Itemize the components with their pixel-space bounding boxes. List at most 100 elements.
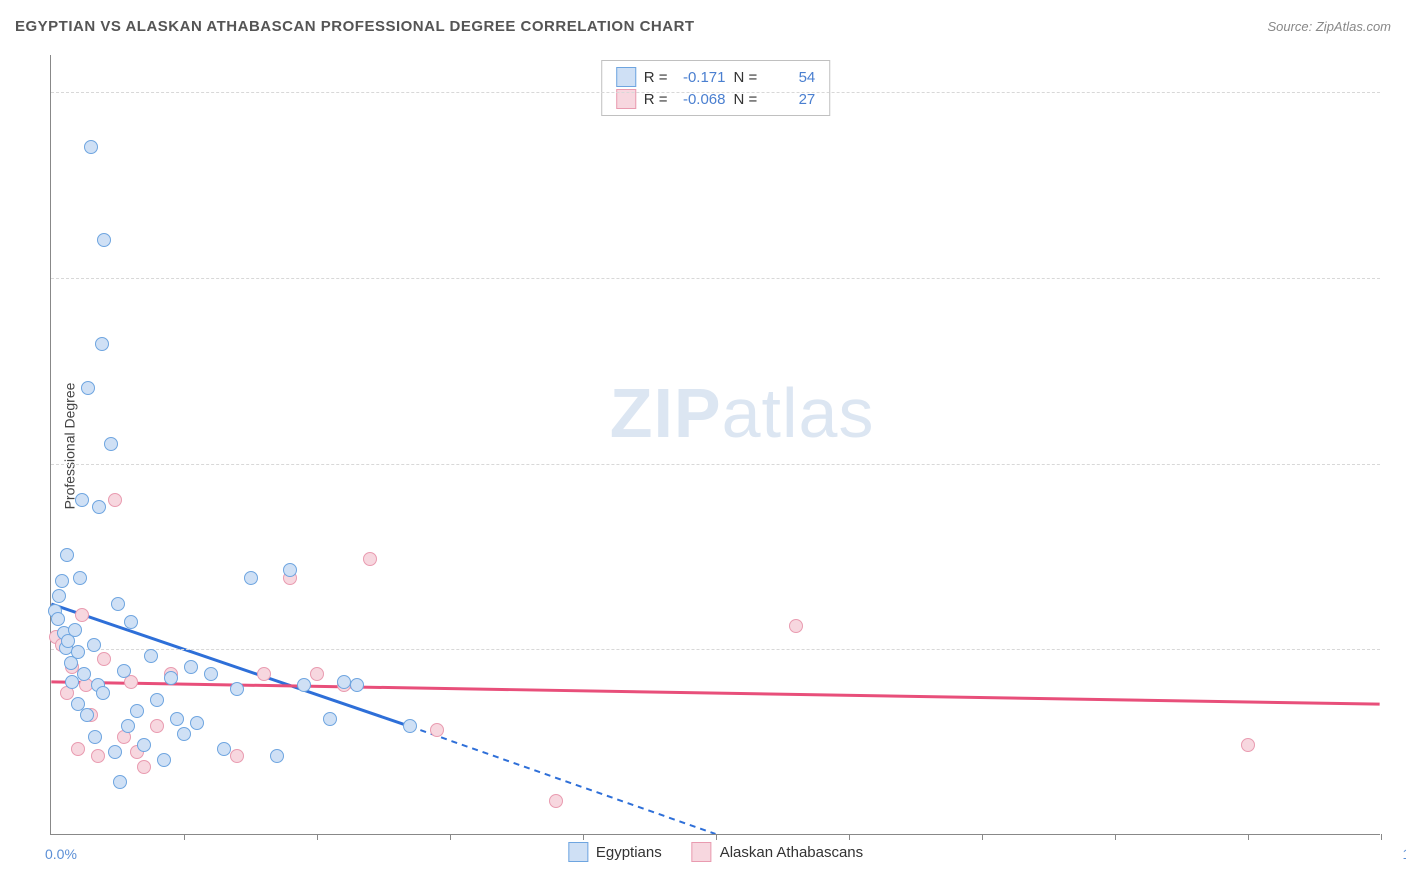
data-point xyxy=(184,660,198,674)
data-point xyxy=(52,589,66,603)
data-point xyxy=(789,619,803,633)
xtick xyxy=(716,834,717,840)
ytick-label: 15.0% xyxy=(1390,270,1406,286)
legend-item-egyptians: Egyptians xyxy=(568,842,662,862)
source-label: Source: ZipAtlas.com xyxy=(1267,19,1391,34)
data-point xyxy=(177,727,191,741)
data-point xyxy=(337,675,351,689)
x-min-label: 0.0% xyxy=(45,846,77,862)
data-point xyxy=(97,652,111,666)
ytick-label: 5.0% xyxy=(1390,641,1406,657)
data-point xyxy=(270,749,284,763)
data-point xyxy=(108,493,122,507)
data-point xyxy=(130,704,144,718)
data-point xyxy=(121,719,135,733)
chart-title: EGYPTIAN VS ALASKAN ATHABASCAN PROFESSIO… xyxy=(15,18,695,35)
data-point xyxy=(150,719,164,733)
watermark-zip: ZIP xyxy=(610,374,722,452)
stats-box: R = -0.171 N = 54 R = -0.068 N = 27 xyxy=(601,60,831,116)
legend-swatch-athabascans xyxy=(692,842,712,862)
data-point xyxy=(157,753,171,767)
data-point xyxy=(244,571,258,585)
data-point xyxy=(323,712,337,726)
xtick xyxy=(982,834,983,840)
data-point xyxy=(113,775,127,789)
data-point xyxy=(71,645,85,659)
data-point xyxy=(137,760,151,774)
x-max-label: 100.0% xyxy=(1390,846,1406,862)
legend-item-athabascans: Alaskan Athabascans xyxy=(692,842,863,862)
ytick-label: 20.0% xyxy=(1390,84,1406,100)
data-point xyxy=(77,667,91,681)
data-point xyxy=(217,742,231,756)
swatch-egyptians xyxy=(616,67,636,87)
data-point xyxy=(1241,738,1255,752)
data-point xyxy=(283,563,297,577)
data-point xyxy=(150,693,164,707)
data-point xyxy=(108,745,122,759)
stats-r-value-egyptians: -0.171 xyxy=(676,69,726,86)
data-point xyxy=(68,623,82,637)
xtick xyxy=(849,834,850,840)
legend-swatch-egyptians xyxy=(568,842,588,862)
data-point xyxy=(73,571,87,585)
xtick xyxy=(1381,834,1382,840)
ytick-label: 10.0% xyxy=(1390,456,1406,472)
data-point xyxy=(164,671,178,685)
data-point xyxy=(80,708,94,722)
xtick xyxy=(317,834,318,840)
gridline xyxy=(51,649,1380,650)
data-point xyxy=(51,612,65,626)
data-point xyxy=(350,678,364,692)
stats-r-label: R = xyxy=(644,69,668,86)
data-point xyxy=(137,738,151,752)
data-point xyxy=(230,682,244,696)
data-point xyxy=(87,638,101,652)
data-point xyxy=(92,500,106,514)
data-point xyxy=(75,493,89,507)
data-point xyxy=(190,716,204,730)
legend-label-egyptians: Egyptians xyxy=(596,844,662,861)
data-point xyxy=(117,664,131,678)
xtick xyxy=(1115,834,1116,840)
gridline xyxy=(51,278,1380,279)
data-point xyxy=(60,548,74,562)
data-point xyxy=(55,574,69,588)
data-point xyxy=(97,233,111,247)
data-point xyxy=(363,552,377,566)
data-point xyxy=(549,794,563,808)
data-point xyxy=(75,608,89,622)
gridline xyxy=(51,92,1380,93)
regression-lines-layer xyxy=(51,55,1380,834)
xtick xyxy=(184,834,185,840)
stats-n-value-egyptians: 54 xyxy=(765,69,815,86)
data-point xyxy=(81,381,95,395)
data-point xyxy=(111,597,125,611)
stats-row-egyptians: R = -0.171 N = 54 xyxy=(616,67,816,87)
xtick xyxy=(450,834,451,840)
data-point xyxy=(170,712,184,726)
data-point xyxy=(297,678,311,692)
data-point xyxy=(230,749,244,763)
legend-label-athabascans: Alaskan Athabascans xyxy=(720,844,863,861)
data-point xyxy=(104,437,118,451)
data-point xyxy=(96,686,110,700)
xtick xyxy=(1248,834,1249,840)
data-point xyxy=(310,667,324,681)
data-point xyxy=(91,749,105,763)
data-point xyxy=(88,730,102,744)
data-point xyxy=(430,723,444,737)
chart-header: EGYPTIAN VS ALASKAN ATHABASCAN PROFESSIO… xyxy=(15,18,1391,35)
data-point xyxy=(84,140,98,154)
legend: Egyptians Alaskan Athabascans xyxy=(568,842,863,862)
data-point xyxy=(71,742,85,756)
data-point xyxy=(257,667,271,681)
data-point xyxy=(204,667,218,681)
chart-plot-area: ZIPatlas R = -0.171 N = 54 R = -0.068 N … xyxy=(50,55,1380,835)
xtick xyxy=(583,834,584,840)
watermark: ZIPatlas xyxy=(610,373,875,453)
gridline xyxy=(51,464,1380,465)
stats-n-label: N = xyxy=(734,69,758,86)
watermark-atlas: atlas xyxy=(722,374,875,452)
data-point xyxy=(144,649,158,663)
